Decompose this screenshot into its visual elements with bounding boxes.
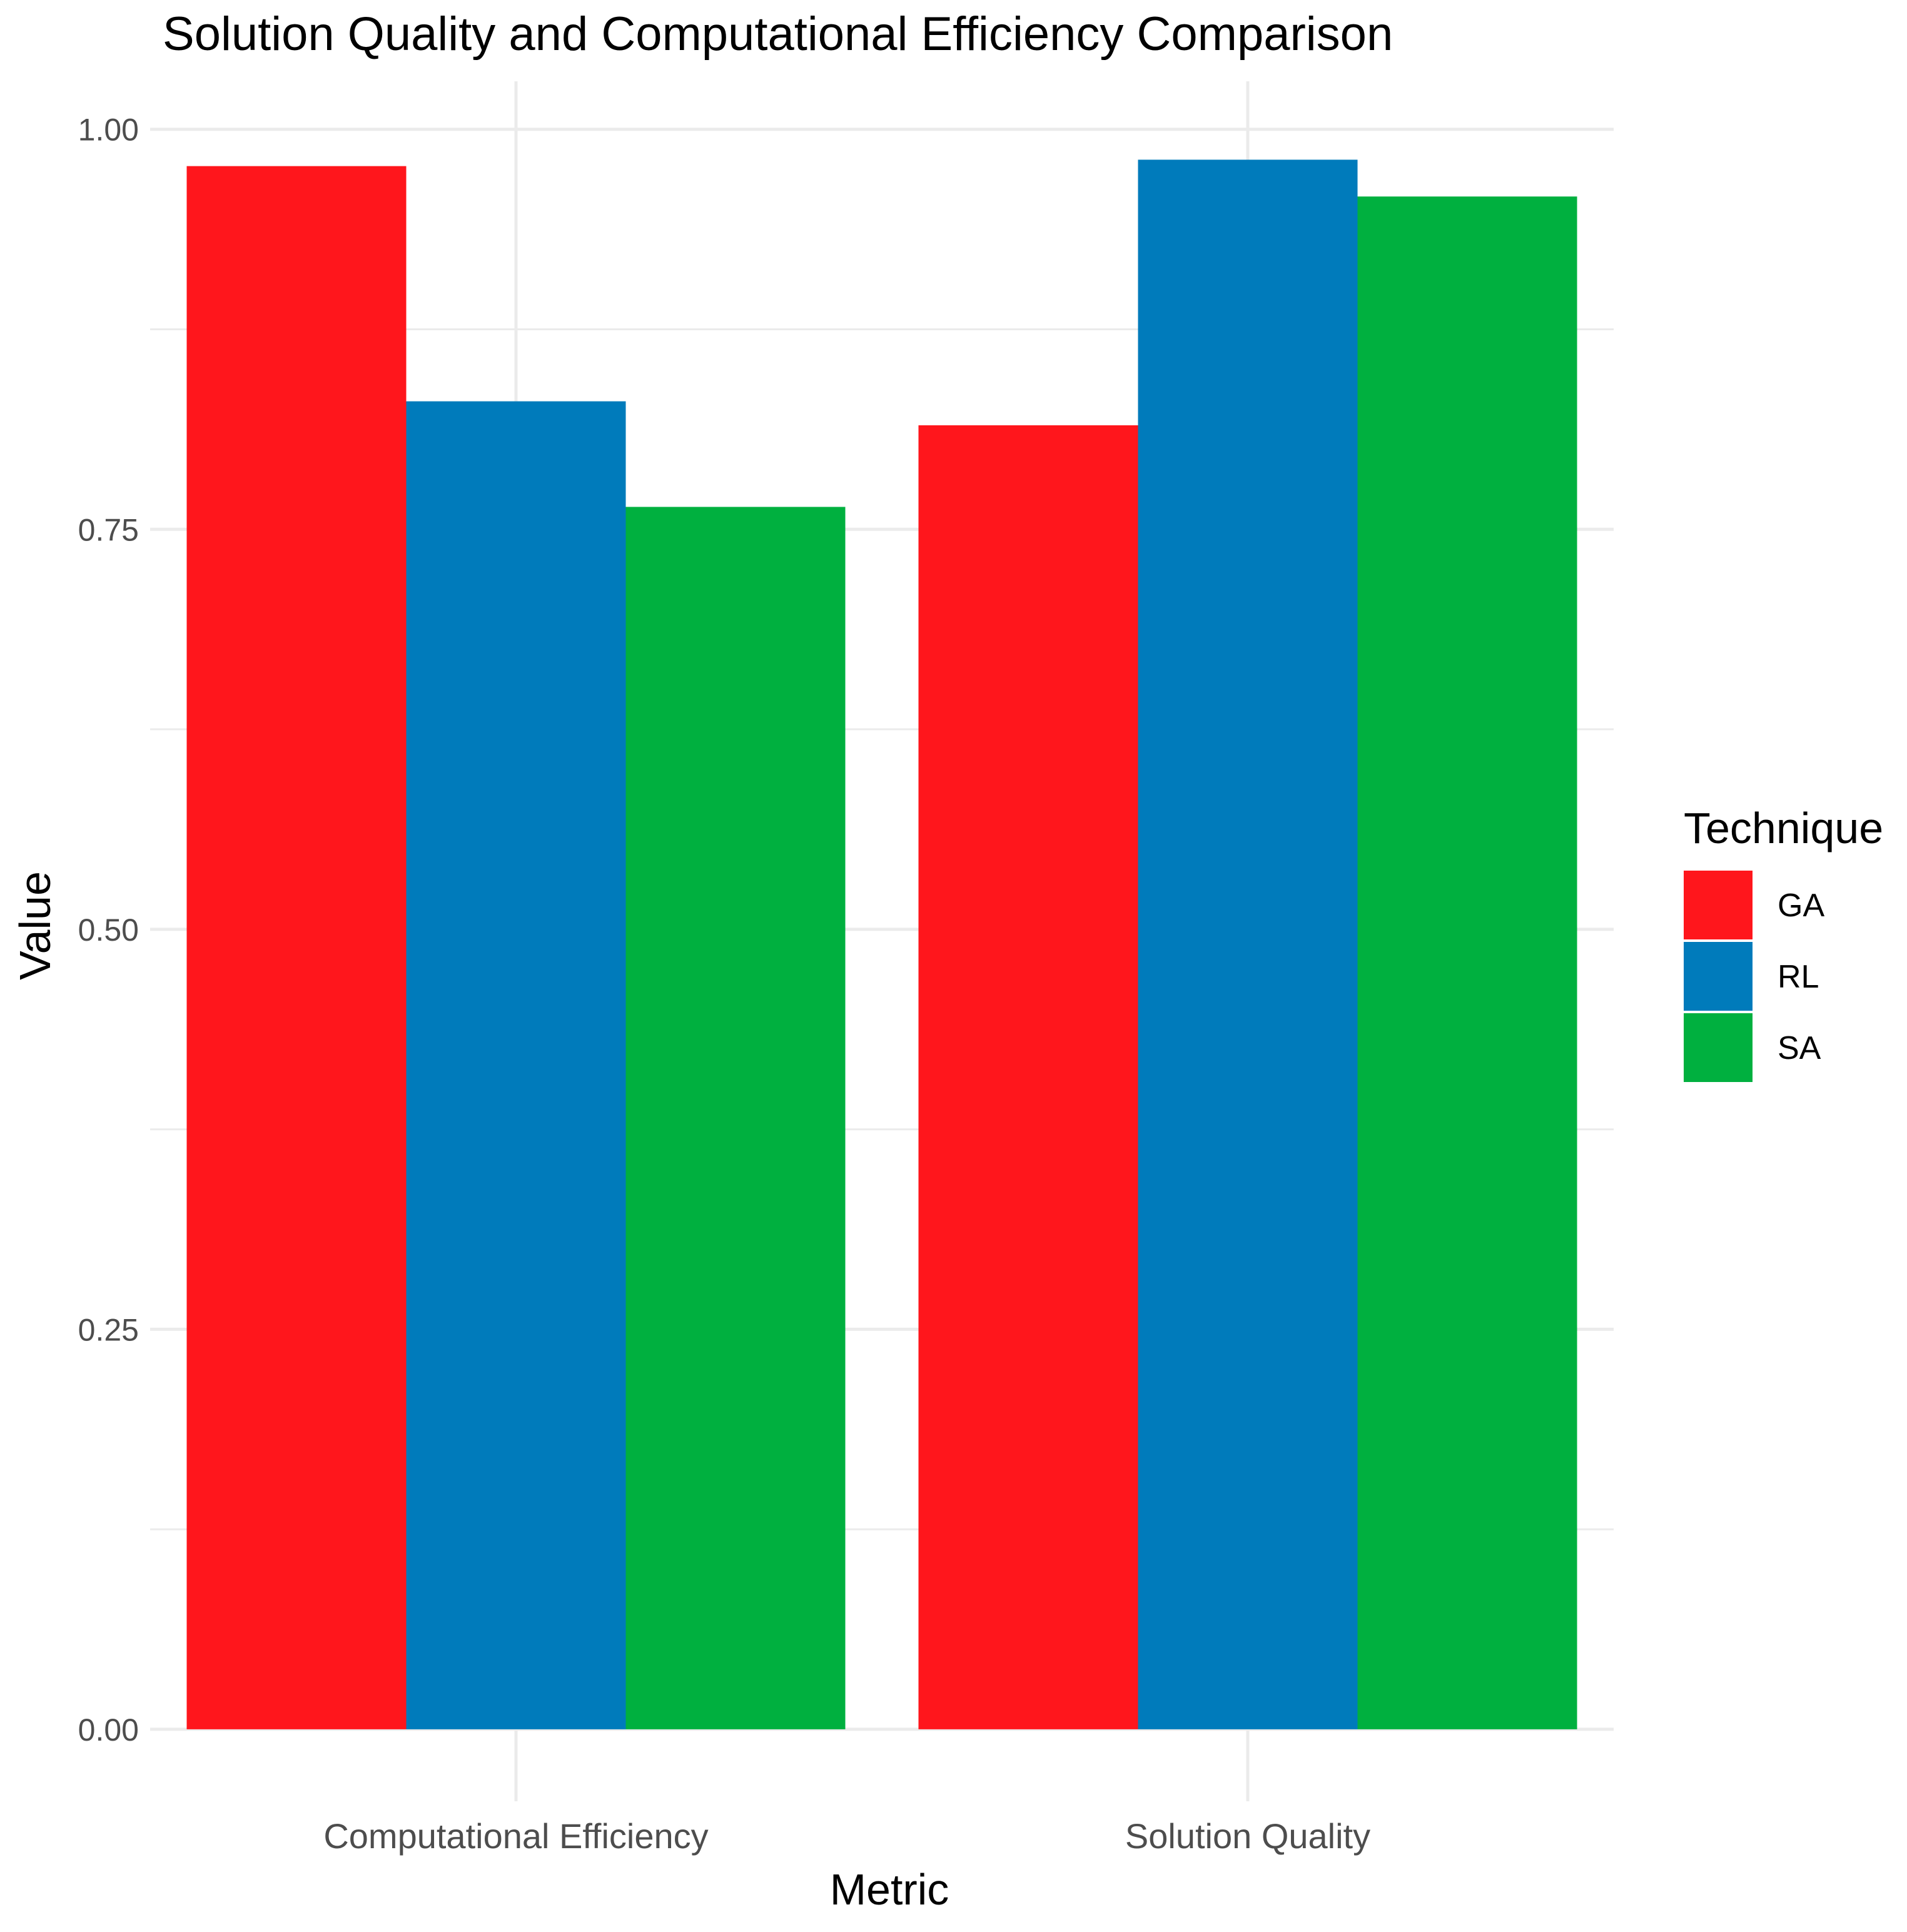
x-tick-label: Computational Efficiency [323, 1816, 708, 1856]
y-tick-label: 0.50 [78, 913, 139, 948]
x-tick-label: Solution Quality [1125, 1816, 1370, 1856]
y-tick-labels: 0.00 0.25 0.50 0.75 1.00 [78, 113, 139, 1747]
legend-key-sa [1684, 1013, 1753, 1082]
legend-key-rl [1684, 942, 1753, 1011]
y-tick-label: 0.75 [78, 512, 139, 547]
x-axis-label: Metric [830, 1865, 949, 1914]
y-axis-label: Value [11, 871, 59, 980]
bar-ga [186, 166, 407, 1729]
x-tick-labels: Computational Efficiency Solution Quality [323, 1816, 1370, 1856]
y-tick-label: 0.00 [78, 1712, 139, 1747]
legend: Technique GA RL SA [1684, 804, 1883, 1082]
chart-title: Solution Quality and Computational Effic… [163, 8, 1393, 61]
bar-sa [1357, 196, 1577, 1729]
bars [186, 159, 1577, 1729]
legend-title: Technique [1684, 804, 1883, 852]
legend-label-sa: SA [1778, 1030, 1821, 1066]
bar-rl [406, 401, 626, 1729]
legend-label-ga: GA [1778, 888, 1824, 924]
legend-items: GA RL SA [1684, 871, 1824, 1082]
legend-key-ga [1684, 871, 1753, 939]
y-tick-label: 0.25 [78, 1312, 139, 1347]
legend-label-rl: RL [1778, 959, 1819, 995]
bar-ga [918, 425, 1138, 1729]
y-tick-label: 1.00 [78, 113, 139, 148]
bar-sa [625, 507, 846, 1729]
bar-rl [1138, 159, 1358, 1729]
